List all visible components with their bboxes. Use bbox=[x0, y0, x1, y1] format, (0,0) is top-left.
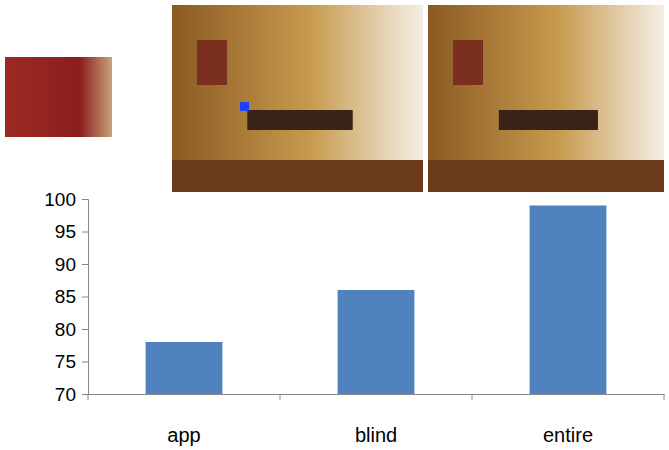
y-tick: 90 bbox=[55, 254, 88, 275]
x-tick-label: app bbox=[167, 424, 200, 446]
photo-floor bbox=[428, 160, 664, 192]
x-separator bbox=[280, 394, 281, 400]
y-tick-mark bbox=[82, 329, 88, 330]
x-axis: app blind entire bbox=[89, 394, 665, 446]
y-tick: 75 bbox=[55, 351, 88, 372]
y-tick-label: 85 bbox=[55, 286, 76, 307]
y-tick-label: 70 bbox=[55, 384, 76, 405]
photo-picture bbox=[197, 40, 227, 85]
y-tick-mark bbox=[82, 362, 88, 363]
y-tick: 70 bbox=[55, 384, 88, 405]
photo-background bbox=[172, 5, 423, 192]
chart-root: 70 75 80 85 90 95 100 app blind entire bbox=[0, 0, 669, 450]
photo-marker bbox=[240, 102, 249, 111]
x-tick: app bbox=[167, 394, 200, 446]
y-tick-mark bbox=[82, 232, 88, 233]
photo bbox=[428, 5, 664, 192]
y-tick: 80 bbox=[55, 319, 88, 340]
bars bbox=[146, 206, 607, 395]
bar bbox=[530, 206, 607, 395]
x-tick: blind bbox=[355, 394, 397, 446]
y-tick-mark bbox=[82, 394, 88, 395]
images bbox=[5, 5, 664, 192]
bar bbox=[146, 342, 223, 394]
y-tick-mark bbox=[82, 297, 88, 298]
x-tick: entire bbox=[543, 394, 593, 446]
x-separator bbox=[472, 394, 473, 400]
bar bbox=[338, 290, 415, 394]
y-tick-label: 75 bbox=[55, 351, 76, 372]
x-separators bbox=[88, 394, 664, 400]
y-tick-label: 80 bbox=[55, 319, 76, 340]
photo-background bbox=[428, 5, 664, 192]
y-tick-label: 100 bbox=[44, 189, 76, 210]
x-tick-label: entire bbox=[543, 424, 593, 446]
x-separator bbox=[664, 394, 665, 400]
y-axis-line bbox=[82, 200, 89, 395]
photo-floor bbox=[172, 160, 423, 192]
y-axis: 70 75 80 85 90 95 100 bbox=[44, 189, 88, 405]
photo bbox=[172, 5, 423, 192]
x-axis-line bbox=[89, 394, 665, 395]
y-tick-label: 95 bbox=[55, 221, 76, 242]
photo-picture bbox=[453, 40, 483, 85]
photo-table bbox=[247, 110, 352, 130]
y-tick-label: 90 bbox=[55, 254, 76, 275]
crop-image bbox=[5, 57, 112, 137]
x-separator bbox=[88, 394, 89, 400]
photo-table bbox=[499, 110, 598, 130]
y-tick: 95 bbox=[55, 221, 88, 242]
y-tick: 85 bbox=[55, 286, 88, 307]
y-tick-mark bbox=[82, 264, 88, 265]
y-tick: 100 bbox=[44, 189, 88, 210]
x-tick-label: blind bbox=[355, 424, 397, 446]
y-tick-mark bbox=[82, 199, 88, 200]
